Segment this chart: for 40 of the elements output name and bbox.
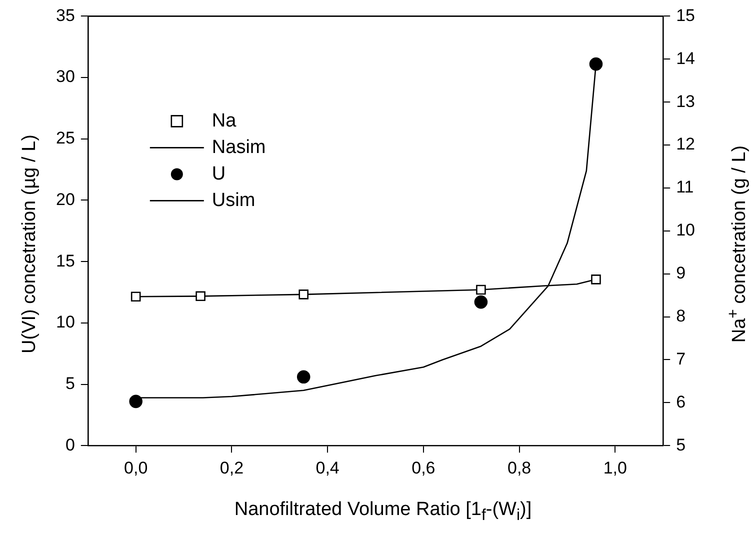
y2-tick-label: 12 bbox=[676, 134, 696, 154]
y-tick-label: 25 bbox=[56, 128, 75, 148]
y2-tick-label: 15 bbox=[676, 6, 696, 25]
y-tick-label: 0 bbox=[65, 435, 75, 454]
y2-tick-label: 9 bbox=[676, 264, 686, 283]
y2-tick-label: 6 bbox=[676, 392, 686, 412]
x-tick-label: 0,2 bbox=[220, 458, 244, 478]
y-tick-label: 5 bbox=[65, 374, 75, 393]
y2-tick-label: 11 bbox=[676, 178, 694, 197]
y-axis-title: U(VI) concetration (µg / L) bbox=[19, 134, 41, 354]
y2-tick-label: 10 bbox=[676, 220, 696, 240]
y-tick-label: 20 bbox=[56, 190, 75, 209]
y2-tick-label: 14 bbox=[676, 48, 696, 68]
x-tick-label: 1,0 bbox=[603, 458, 627, 478]
point bbox=[476, 284, 486, 295]
y-tick-label: 35 bbox=[56, 6, 75, 25]
x-tick-label: 0,4 bbox=[316, 458, 340, 478]
y2-tick-label: 8 bbox=[676, 306, 686, 326]
x-tick-label: 0,8 bbox=[507, 458, 532, 478]
legend-label: Na bbox=[212, 110, 237, 132]
y-tick-label: 15 bbox=[56, 251, 75, 270]
legend-label: Usim bbox=[212, 190, 256, 211]
x-axis-title: Nanofiltrated Volume Ratio [1$_{f}$-(W$_{i}$)] bbox=[234, 499, 532, 525]
point bbox=[298, 290, 308, 300]
point bbox=[129, 394, 142, 408]
y-tick-label: 30 bbox=[56, 67, 75, 86]
x-tick-label: 0,6 bbox=[412, 458, 436, 478]
legend-label: U bbox=[212, 163, 226, 184]
x-tick-label: 0,0 bbox=[124, 458, 148, 478]
point bbox=[589, 57, 603, 71]
legend-label: Nasim bbox=[212, 136, 266, 158]
y-tick-label: 10 bbox=[56, 312, 75, 332]
point bbox=[474, 295, 488, 309]
point bbox=[130, 292, 141, 302]
y2-tick-label: 5 bbox=[676, 435, 686, 454]
y2-tick-label: 13 bbox=[676, 92, 696, 111]
y2-tick-label: 7 bbox=[676, 349, 686, 368]
point bbox=[591, 274, 601, 284]
point bbox=[296, 370, 310, 384]
point bbox=[196, 291, 206, 302]
